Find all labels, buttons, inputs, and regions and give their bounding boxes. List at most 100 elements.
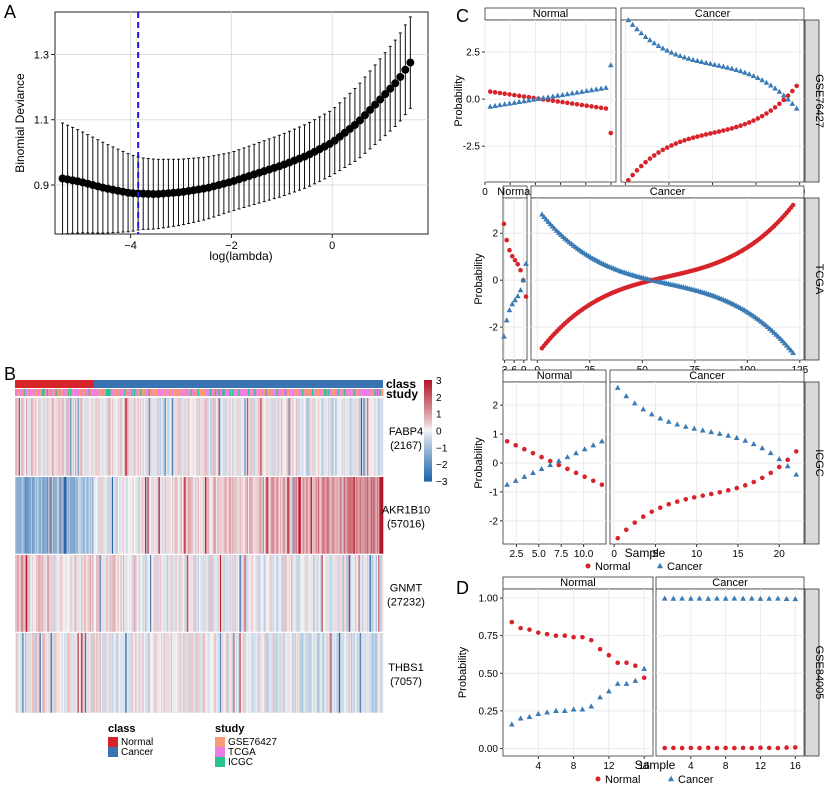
heatmap-cell (172, 555, 174, 632)
heatmap-cell (46, 633, 49, 713)
heatmap-cell (291, 555, 293, 632)
c-legend-normal-label: Normal (595, 561, 630, 573)
study-annotation-cell (273, 389, 276, 396)
heatmap-cell (371, 555, 374, 632)
heatmap-cell (283, 398, 286, 476)
d-point-normal (758, 745, 763, 751)
heatmap-cell (331, 477, 334, 554)
heatmap-cell (304, 398, 307, 476)
study-annotation-cell (319, 389, 321, 396)
study-annotation-cell (35, 389, 38, 396)
heatmap-cell (249, 398, 251, 476)
d-point-cancer (714, 595, 720, 601)
heatmap-cell (308, 398, 310, 476)
c-point-cancer (668, 49, 675, 55)
c-point-normal (700, 493, 706, 498)
study-annotation-cell (83, 389, 86, 396)
c-point-normal (603, 106, 609, 111)
heatmap-cell (143, 398, 146, 476)
heatmap-cell (54, 398, 56, 476)
study-annotation-cell (174, 389, 176, 396)
heatmap-cell (283, 477, 286, 554)
heatmap-cell (167, 633, 169, 713)
heatmap-cell (202, 477, 205, 554)
c-point-cancer (767, 82, 774, 88)
heatmap-cell (337, 555, 340, 632)
heatmap-cell (33, 398, 35, 476)
heatmap-cell (203, 398, 206, 476)
heatmap-cell (287, 477, 289, 554)
study-annotation-cell (175, 389, 178, 396)
heatmap-cell (82, 633, 84, 713)
colorbar-segment (424, 437, 432, 440)
study-annotation-cell (276, 389, 278, 396)
heatmap-cell (21, 555, 23, 632)
heatmap-cell (326, 398, 329, 476)
heatmap-cell (61, 398, 64, 476)
heatmap-cell (376, 633, 379, 713)
heatmap-cell (72, 633, 75, 713)
study-annotation-cell (170, 389, 173, 396)
c-point-cancer (629, 21, 636, 27)
heatmap-cell (373, 398, 375, 476)
c-point-cancer (506, 307, 513, 313)
study-annotation-cell (50, 389, 53, 396)
study-annotation-cell (365, 389, 368, 396)
heatmap-cell (136, 633, 138, 713)
heatmap-cell (212, 555, 215, 632)
heatmap-cell (270, 398, 272, 476)
heatmap-cell (240, 477, 243, 554)
heatmap-cell (179, 398, 181, 476)
heatmap-cell (294, 555, 297, 632)
heatmap-cell (71, 633, 73, 713)
dataset-strip (804, 19, 820, 183)
heatmap-cell (27, 477, 29, 554)
heatmap-cell (329, 555, 331, 632)
d-point-normal (688, 745, 694, 751)
heatmap-cell (103, 555, 105, 632)
heatmap-cell (284, 477, 287, 554)
study-annotation-cell (119, 389, 121, 396)
heatmap-cell (125, 398, 127, 476)
heatmap-cell (60, 477, 62, 554)
heatmap-cell (353, 633, 356, 713)
heatmap-cell (360, 555, 363, 632)
heatmap-cell (178, 633, 180, 713)
heatmap-cell (38, 633, 40, 713)
colorbar-segment (424, 391, 432, 395)
study-annotation-cell (210, 389, 212, 396)
heatmap-cell (97, 555, 99, 632)
heatmap-cell (111, 477, 114, 554)
heatmap-cell (118, 555, 120, 632)
facet-strip-label: Cancer (689, 370, 725, 382)
heatmap-cell (108, 398, 110, 476)
heatmap-cell (279, 555, 282, 632)
c-point-normal (746, 120, 752, 125)
colorbar-segment (424, 388, 432, 391)
heatmap-cell (172, 633, 174, 713)
heatmap-cell (191, 398, 194, 476)
d-point-cancer (783, 595, 790, 602)
study-annotation-cell (348, 389, 351, 396)
heatmap-cell (265, 555, 267, 632)
heatmap-cell (142, 555, 145, 632)
c-point-normal (598, 105, 604, 111)
heatmap-cell (174, 633, 176, 713)
heatmap-cell (310, 633, 313, 713)
heatmap-cell (239, 477, 242, 554)
heatmap-cell (135, 555, 137, 632)
study-annotation-cell (342, 389, 345, 396)
c-legend-normal-key (585, 563, 591, 569)
study-annotation-cell (255, 389, 257, 396)
heatmap-cell (293, 477, 295, 554)
heatmap-cell (149, 633, 152, 713)
c-point-cancer (750, 72, 757, 79)
heatmap-cell (72, 477, 75, 554)
heatmap-cell (356, 555, 358, 632)
heatmap-cell (218, 477, 221, 554)
heatmap-cell (75, 477, 77, 554)
heatmap-cell (163, 398, 165, 476)
study-annotation-cell (78, 389, 81, 396)
heatmap-cell (346, 555, 348, 632)
heatmap-cell (289, 633, 292, 713)
